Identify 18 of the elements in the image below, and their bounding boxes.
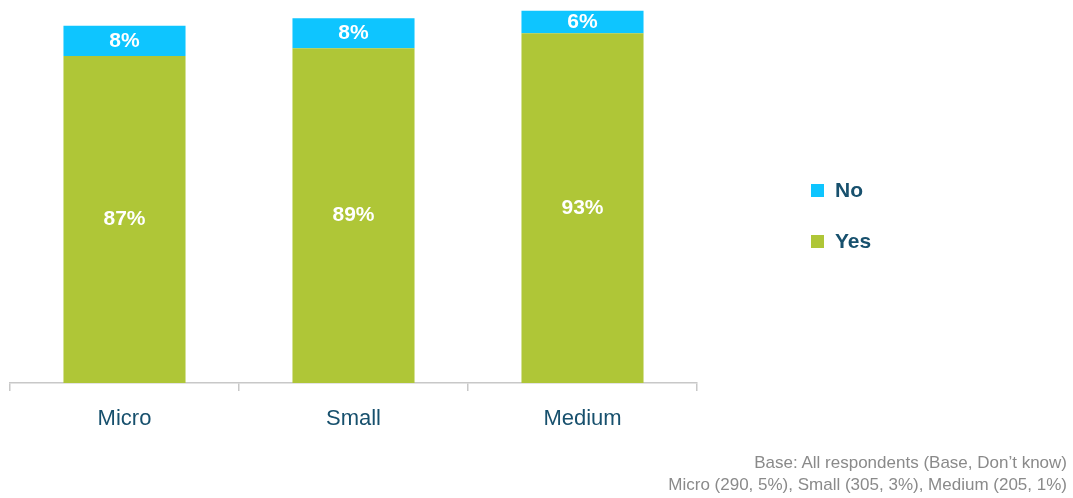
bar — [63, 25, 186, 56]
legend-label: Yes — [835, 229, 872, 253]
text: Micro (290, 5%), Small (305, 3%), Medium (205, 1%) — [668, 474, 1067, 496]
bar — [292, 18, 415, 49]
x-tick-label: Medium — [543, 405, 622, 431]
text: Base: All respondents (Base, Don’t know) — [753, 452, 1067, 474]
bar — [521, 33, 644, 383]
data-label: 93% — [561, 194, 604, 218]
data-label: 6% — [567, 8, 598, 32]
data-label: 89% — [332, 202, 375, 226]
x-tick-label: Micro — [97, 405, 152, 431]
x-tick-label: Small — [325, 405, 382, 431]
data-label: 8% — [109, 27, 140, 51]
data-label: 8% — [338, 20, 369, 44]
bar — [63, 55, 186, 383]
bar — [292, 48, 415, 383]
data-label: 87% — [103, 206, 146, 230]
legend-label: No — [835, 178, 863, 202]
